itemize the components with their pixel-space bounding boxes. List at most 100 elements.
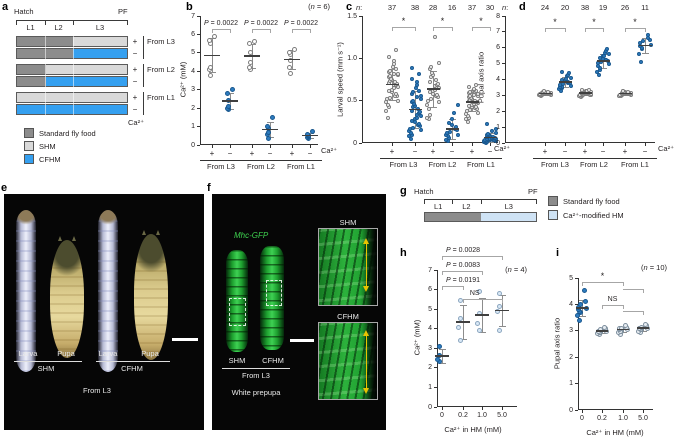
x-group-tick xyxy=(585,143,586,146)
mean-line xyxy=(495,309,509,312)
sig-bracket-end xyxy=(442,270,443,275)
panel-label-g: g xyxy=(400,185,407,197)
mean-line xyxy=(617,328,629,331)
error-bar-cap xyxy=(389,68,396,70)
data-point xyxy=(476,288,482,294)
chart-d: 0 1 2 3 4 5 6 7 8 * * * + − + − + − From L3 From L2 From L1 C… xyxy=(496,4,674,169)
sig-label: NS xyxy=(469,290,480,298)
sig-label: P = 0.0022 xyxy=(203,19,239,27)
y-tick-label: 7 xyxy=(496,28,500,36)
data-point xyxy=(496,328,502,334)
pupa-photo-shm xyxy=(50,236,84,358)
data-point xyxy=(408,136,413,141)
y-tick-label: 1 xyxy=(496,123,500,131)
y-tick xyxy=(359,100,362,102)
pair-bracket xyxy=(143,92,144,115)
y-tick xyxy=(575,383,578,385)
data-point xyxy=(579,87,584,92)
diet-bar-from-l2-minus xyxy=(16,76,128,87)
n-value: 20 xyxy=(560,3,570,12)
data-point xyxy=(466,113,471,118)
data-point xyxy=(606,52,611,57)
y-tick xyxy=(502,31,505,33)
mean-line xyxy=(456,321,470,323)
n-value: 38 xyxy=(580,3,590,12)
sig-bracket-end xyxy=(292,28,293,33)
stage-divider xyxy=(73,36,74,115)
sig-bracket-end xyxy=(392,27,393,31)
y-tick-label: 1.0 xyxy=(347,54,357,62)
error-bar-cap xyxy=(579,299,586,301)
n-value: 37 xyxy=(387,3,397,12)
sig-bracket-end xyxy=(585,27,586,32)
sig-bracket xyxy=(442,256,502,258)
data-point xyxy=(456,132,461,137)
sig-bracket-end xyxy=(415,27,416,31)
data-point xyxy=(291,46,297,52)
sig-label: P = 0.0028 xyxy=(446,247,481,255)
error-bar-cap xyxy=(642,53,649,55)
error-bar-cap xyxy=(460,338,467,340)
data-point xyxy=(388,69,393,74)
y-tick xyxy=(434,289,437,291)
data-point xyxy=(476,91,481,96)
error-bar-cap xyxy=(439,348,446,350)
y-tick xyxy=(502,142,505,144)
x-group-tick xyxy=(545,143,546,146)
sig-bracket-end xyxy=(463,285,464,290)
y-tick xyxy=(502,15,505,17)
mean-line xyxy=(262,128,278,131)
timeline-ruler: L1 L2 L3 xyxy=(424,199,537,211)
sig-bracket xyxy=(252,28,270,30)
pair-group-label: From L1 xyxy=(280,160,322,171)
condition-underline xyxy=(14,361,82,362)
x-group-tick xyxy=(645,143,646,146)
x-tick-label: 0.2 xyxy=(458,412,468,419)
error-bar-cap xyxy=(499,326,506,328)
data-point xyxy=(409,76,414,81)
data-point xyxy=(428,113,432,118)
panel-label-c: c xyxy=(346,1,353,13)
mean-line xyxy=(618,92,632,95)
data-point xyxy=(490,129,495,134)
sig-bracket xyxy=(212,28,230,30)
legend-item-standard-food: Standard fly food xyxy=(548,196,620,206)
data-point xyxy=(601,324,607,330)
error-bar-cap xyxy=(227,93,234,95)
data-point xyxy=(586,88,591,93)
ca-axis-suffix: Ca²⁺ xyxy=(658,144,675,153)
shm-condition-label: SHM xyxy=(37,364,55,373)
y-tick-label: 0.5 xyxy=(347,97,357,105)
mean-line xyxy=(576,307,588,309)
mean-line xyxy=(426,88,440,90)
y-tick-label: 5 xyxy=(569,274,573,282)
y-tick xyxy=(434,386,437,388)
sig-bracket-sub xyxy=(623,311,643,312)
data-point xyxy=(427,80,432,85)
data-point xyxy=(208,65,214,71)
n-value: 19 xyxy=(598,3,608,12)
x-group-tick xyxy=(415,143,416,146)
sig-label: * xyxy=(401,16,406,26)
data-point xyxy=(606,62,611,67)
data-point xyxy=(248,50,254,56)
error-bar-cap xyxy=(389,99,396,101)
y-tick xyxy=(575,356,578,358)
y-tick-label: 2 xyxy=(191,104,195,112)
x-tick-label: 1.0 xyxy=(618,415,628,422)
data-point xyxy=(415,95,420,100)
data-point xyxy=(411,90,416,95)
scale-bar xyxy=(172,338,198,341)
mean-line xyxy=(538,92,552,95)
n-label: (n = 10) xyxy=(640,263,667,272)
sig-bracket-end xyxy=(623,304,624,309)
error-bar-cap xyxy=(487,141,494,143)
error-bar-cap xyxy=(460,305,467,306)
sig-bracket xyxy=(392,27,415,28)
y-tick-label: 3 xyxy=(569,327,573,335)
timeline-end-label: PF xyxy=(118,7,128,16)
condition-underline xyxy=(222,368,290,369)
data-point xyxy=(393,47,398,52)
n-value: 38 xyxy=(410,3,420,12)
data-point xyxy=(388,74,393,79)
